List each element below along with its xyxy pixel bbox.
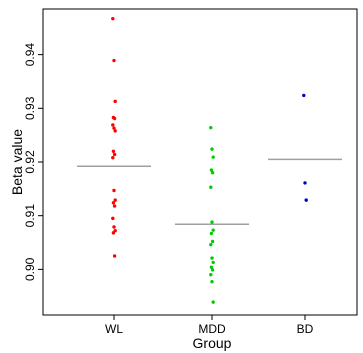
data-point (209, 265, 214, 269)
y-axis: 0.90 0.91 0.92 0.93 0.94 (23, 43, 43, 281)
x-tick-label: WL (105, 322, 123, 336)
data-point (112, 254, 117, 258)
data-point (210, 256, 214, 260)
y-tick-label: 0.91 (23, 204, 37, 228)
data-point (112, 188, 116, 193)
data-point (111, 216, 115, 221)
x-tick-label: BD (297, 322, 314, 336)
data-point (113, 99, 117, 104)
y-axis-title: Beta value (9, 129, 25, 195)
data-point (210, 171, 215, 175)
data-point (210, 280, 214, 284)
data-point (211, 155, 215, 159)
data-point (211, 260, 215, 265)
data-point (210, 147, 214, 151)
data-point (111, 231, 116, 235)
data-point (112, 58, 116, 63)
data-point (302, 93, 306, 98)
data-point (209, 273, 213, 277)
x-axis-title: Group (193, 335, 232, 351)
data-point (303, 181, 307, 185)
data-point (112, 204, 117, 208)
data-point (210, 220, 214, 224)
data-point (209, 242, 213, 247)
y-tick-label: 0.94 (23, 43, 37, 67)
data-points (111, 16, 308, 304)
data-point (209, 231, 214, 236)
data-point (210, 239, 215, 244)
data-point (210, 268, 215, 272)
y-tick-label: 0.93 (23, 96, 37, 120)
data-point (111, 123, 115, 127)
plot-frame (42, 8, 358, 316)
data-point (112, 225, 116, 229)
median-lines (77, 158, 342, 226)
data-point (112, 152, 117, 157)
data-point (112, 116, 117, 121)
x-tick-label: MDD (198, 322, 226, 336)
data-point (112, 126, 116, 130)
data-point (209, 185, 213, 189)
data-point (211, 228, 215, 232)
data-point (113, 198, 117, 202)
data-point (211, 300, 215, 304)
data-point (111, 16, 115, 21)
data-point (113, 129, 117, 133)
data-point (304, 198, 308, 202)
y-tick-label: 0.90 (23, 257, 37, 281)
data-point (209, 125, 213, 130)
data-point (111, 156, 115, 160)
data-point (111, 149, 116, 153)
data-point (111, 201, 116, 205)
data-point (209, 168, 214, 172)
x-axis: WL MDD BD (105, 315, 314, 336)
y-tick-label: 0.92 (23, 150, 37, 174)
